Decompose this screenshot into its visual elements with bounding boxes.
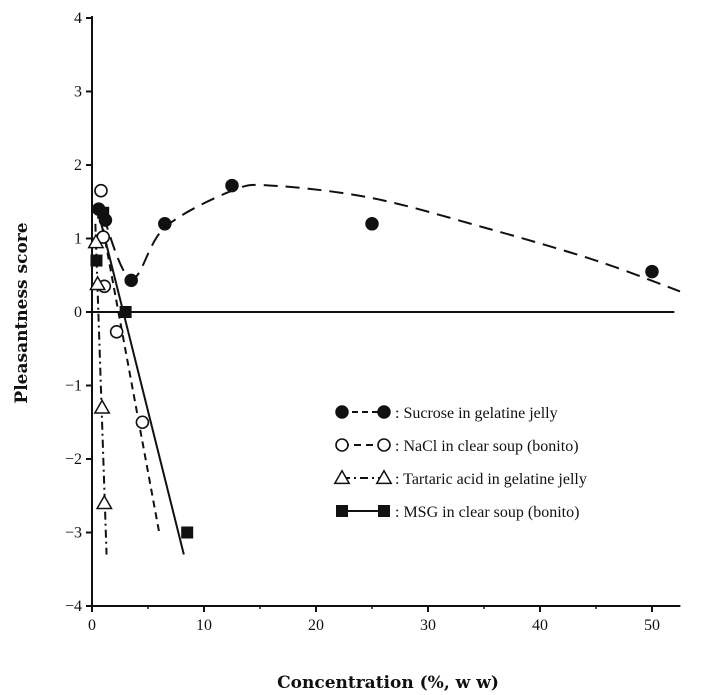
legend-marker <box>378 505 390 517</box>
data-point-filled-square <box>119 306 132 318</box>
fit-curve-filled-square <box>96 208 185 555</box>
legend-marker <box>335 438 349 452</box>
x-tick-label: 40 <box>532 617 548 634</box>
data-point-open-circle <box>135 415 150 430</box>
legend-marker <box>333 469 351 485</box>
x-tick-label: 10 <box>196 617 212 634</box>
y-tick-label: 2 <box>74 157 82 174</box>
data-point-open-circle <box>109 325 124 339</box>
data-point-filled-circle <box>225 178 239 193</box>
x-tick-label: 20 <box>308 617 324 634</box>
data-point-open-triangle <box>89 275 107 291</box>
legend-marker <box>336 505 348 517</box>
x-tick-label: 30 <box>420 617 436 634</box>
data-point-filled-circle <box>124 273 138 288</box>
data-point-filled-circle <box>158 217 172 231</box>
data-point-filled-circle <box>365 217 379 231</box>
y-tick-label: 3 <box>74 84 82 101</box>
data-point-open-circle <box>94 183 108 198</box>
x-axis-title: Concentration (%, w w) <box>277 673 499 693</box>
y-tick-label: −3 <box>65 525 82 542</box>
legend-marker <box>377 405 391 419</box>
data-point-open-triangle <box>87 233 105 249</box>
x-tick-label: 50 <box>644 617 660 634</box>
legend-label: : MSG in clear soup (bonito) <box>395 504 579 521</box>
legend-label: : Tartaric acid in gelatine jelly <box>395 471 587 488</box>
legend-marker <box>375 469 393 485</box>
y-tick-label: −2 <box>65 451 82 468</box>
legend-marker <box>335 405 349 419</box>
y-tick-label: −4 <box>65 598 82 615</box>
y-axis-title: Pleasantness score <box>12 222 32 403</box>
y-tick-label: −1 <box>65 378 82 395</box>
legend-label: : Sucrose in gelatine jelly <box>395 405 558 422</box>
fit-curve-open-triangle <box>94 223 108 555</box>
y-tick-label: 4 <box>74 10 82 27</box>
data-point-filled-square <box>181 526 194 539</box>
data-point-open-triangle <box>93 398 111 414</box>
legend-marker <box>377 438 391 452</box>
fit-curves <box>94 183 681 555</box>
data-point-filled-circle <box>645 264 659 279</box>
fit-curve-filled-circle <box>102 183 681 293</box>
fit-curve-open-circle <box>97 205 161 533</box>
legend: : Sucrose in gelatine jelly : NaCl in cle… <box>333 405 587 521</box>
y-tick-label: 1 <box>74 231 82 248</box>
data-points <box>87 178 659 539</box>
x-tick-label: 0 <box>88 617 96 634</box>
y-tick-label: 0 <box>74 304 82 321</box>
data-point-filled-square <box>97 206 110 219</box>
data-point-filled-square <box>90 254 103 267</box>
data-point-open-triangle <box>95 494 113 510</box>
legend-label: : NaCl in clear soup (bonito) <box>395 438 579 455</box>
